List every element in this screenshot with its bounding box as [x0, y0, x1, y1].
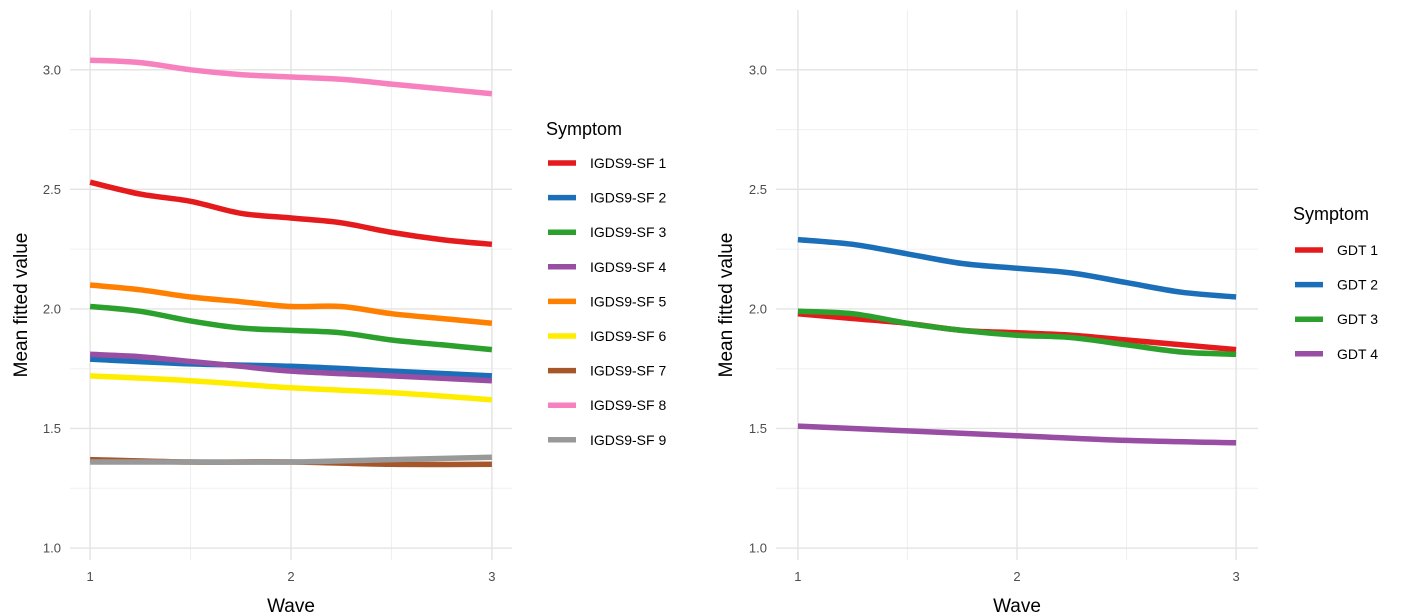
series-line: [797, 308, 1237, 358]
series-lines: [797, 236, 1237, 446]
y-tick-label: 2.5: [749, 182, 767, 197]
series-line: [89, 351, 493, 384]
series-line: [89, 282, 493, 327]
y-axis-title: Mean fitted value: [716, 233, 737, 378]
y-tick-label: 2.5: [43, 182, 61, 197]
series-line: [797, 423, 1237, 446]
series-line: [89, 303, 493, 353]
right-chart-panel: 1.0 1.5 2.0 2.5 3.0 1 2 3 Wave Mean fitted value S…: [716, 10, 1378, 615]
y-tick-label: 2.0: [749, 301, 767, 316]
x-tick-label: 2: [287, 569, 294, 584]
y-tick-label: 3.0: [43, 62, 61, 77]
legend-label: IGDS9-SF 5: [590, 293, 666, 309]
y-tick-label: 1.0: [749, 541, 767, 556]
legend-label: IGDS9-SF 2: [590, 190, 666, 206]
y-tick-label: 1.5: [749, 421, 767, 436]
y-tick-label: 2.0: [43, 301, 61, 316]
series-line: [89, 179, 493, 248]
legend-label: GDT 1: [1337, 242, 1378, 258]
y-tick-label: 1.5: [43, 421, 61, 436]
legend-label: IGDS9-SF 8: [590, 397, 666, 413]
legend-label: GDT 2: [1337, 277, 1378, 293]
legend-title: Symptom: [546, 119, 622, 139]
series-line: [797, 236, 1237, 300]
legend: Symptom GDT 1 GDT 2 GDT 3 GDT 4: [1293, 204, 1378, 362]
grid: [776, 10, 1258, 560]
x-tick-label: 1: [86, 569, 93, 584]
x-tick-label: 3: [488, 569, 495, 584]
legend-label: IGDS9-SF 9: [590, 432, 666, 448]
legend-label: IGDS9-SF 6: [590, 328, 666, 344]
x-axis-title: Wave: [267, 596, 315, 615]
x-axis-title: Wave: [993, 596, 1041, 615]
grid: [70, 10, 512, 560]
legend-label: IGDS9-SF 1: [590, 155, 666, 171]
series-line: [89, 356, 493, 379]
y-tick-label: 3.0: [749, 62, 767, 77]
legend-label: IGDS9-SF 3: [590, 224, 666, 240]
legend-label: GDT 4: [1337, 346, 1378, 362]
legend-label: GDT 3: [1337, 311, 1378, 327]
legend-title: Symptom: [1293, 204, 1369, 224]
legend-label: IGDS9-SF 7: [590, 363, 666, 379]
x-tick-label: 2: [1013, 569, 1020, 584]
y-axis-title: Mean fitted value: [11, 233, 32, 378]
left-chart-panel: 1.0 1.5 2.0 2.5 3.0 1 2 3 Wave Mean fitted value S…: [11, 10, 666, 615]
legend-label: IGDS9-SF 4: [590, 259, 666, 275]
series-line: [89, 373, 493, 403]
series-line: [90, 454, 492, 465]
x-tick-label: 1: [794, 569, 801, 584]
series-lines: [89, 57, 493, 468]
x-tick-label: 3: [1232, 569, 1239, 584]
legend: Symptom IGDS9-SF 1 IGDS9-SF 2 IGDS9-SF 3 IGD…: [546, 119, 666, 448]
series-line: [89, 57, 493, 97]
y-tick-label: 1.0: [43, 541, 61, 556]
